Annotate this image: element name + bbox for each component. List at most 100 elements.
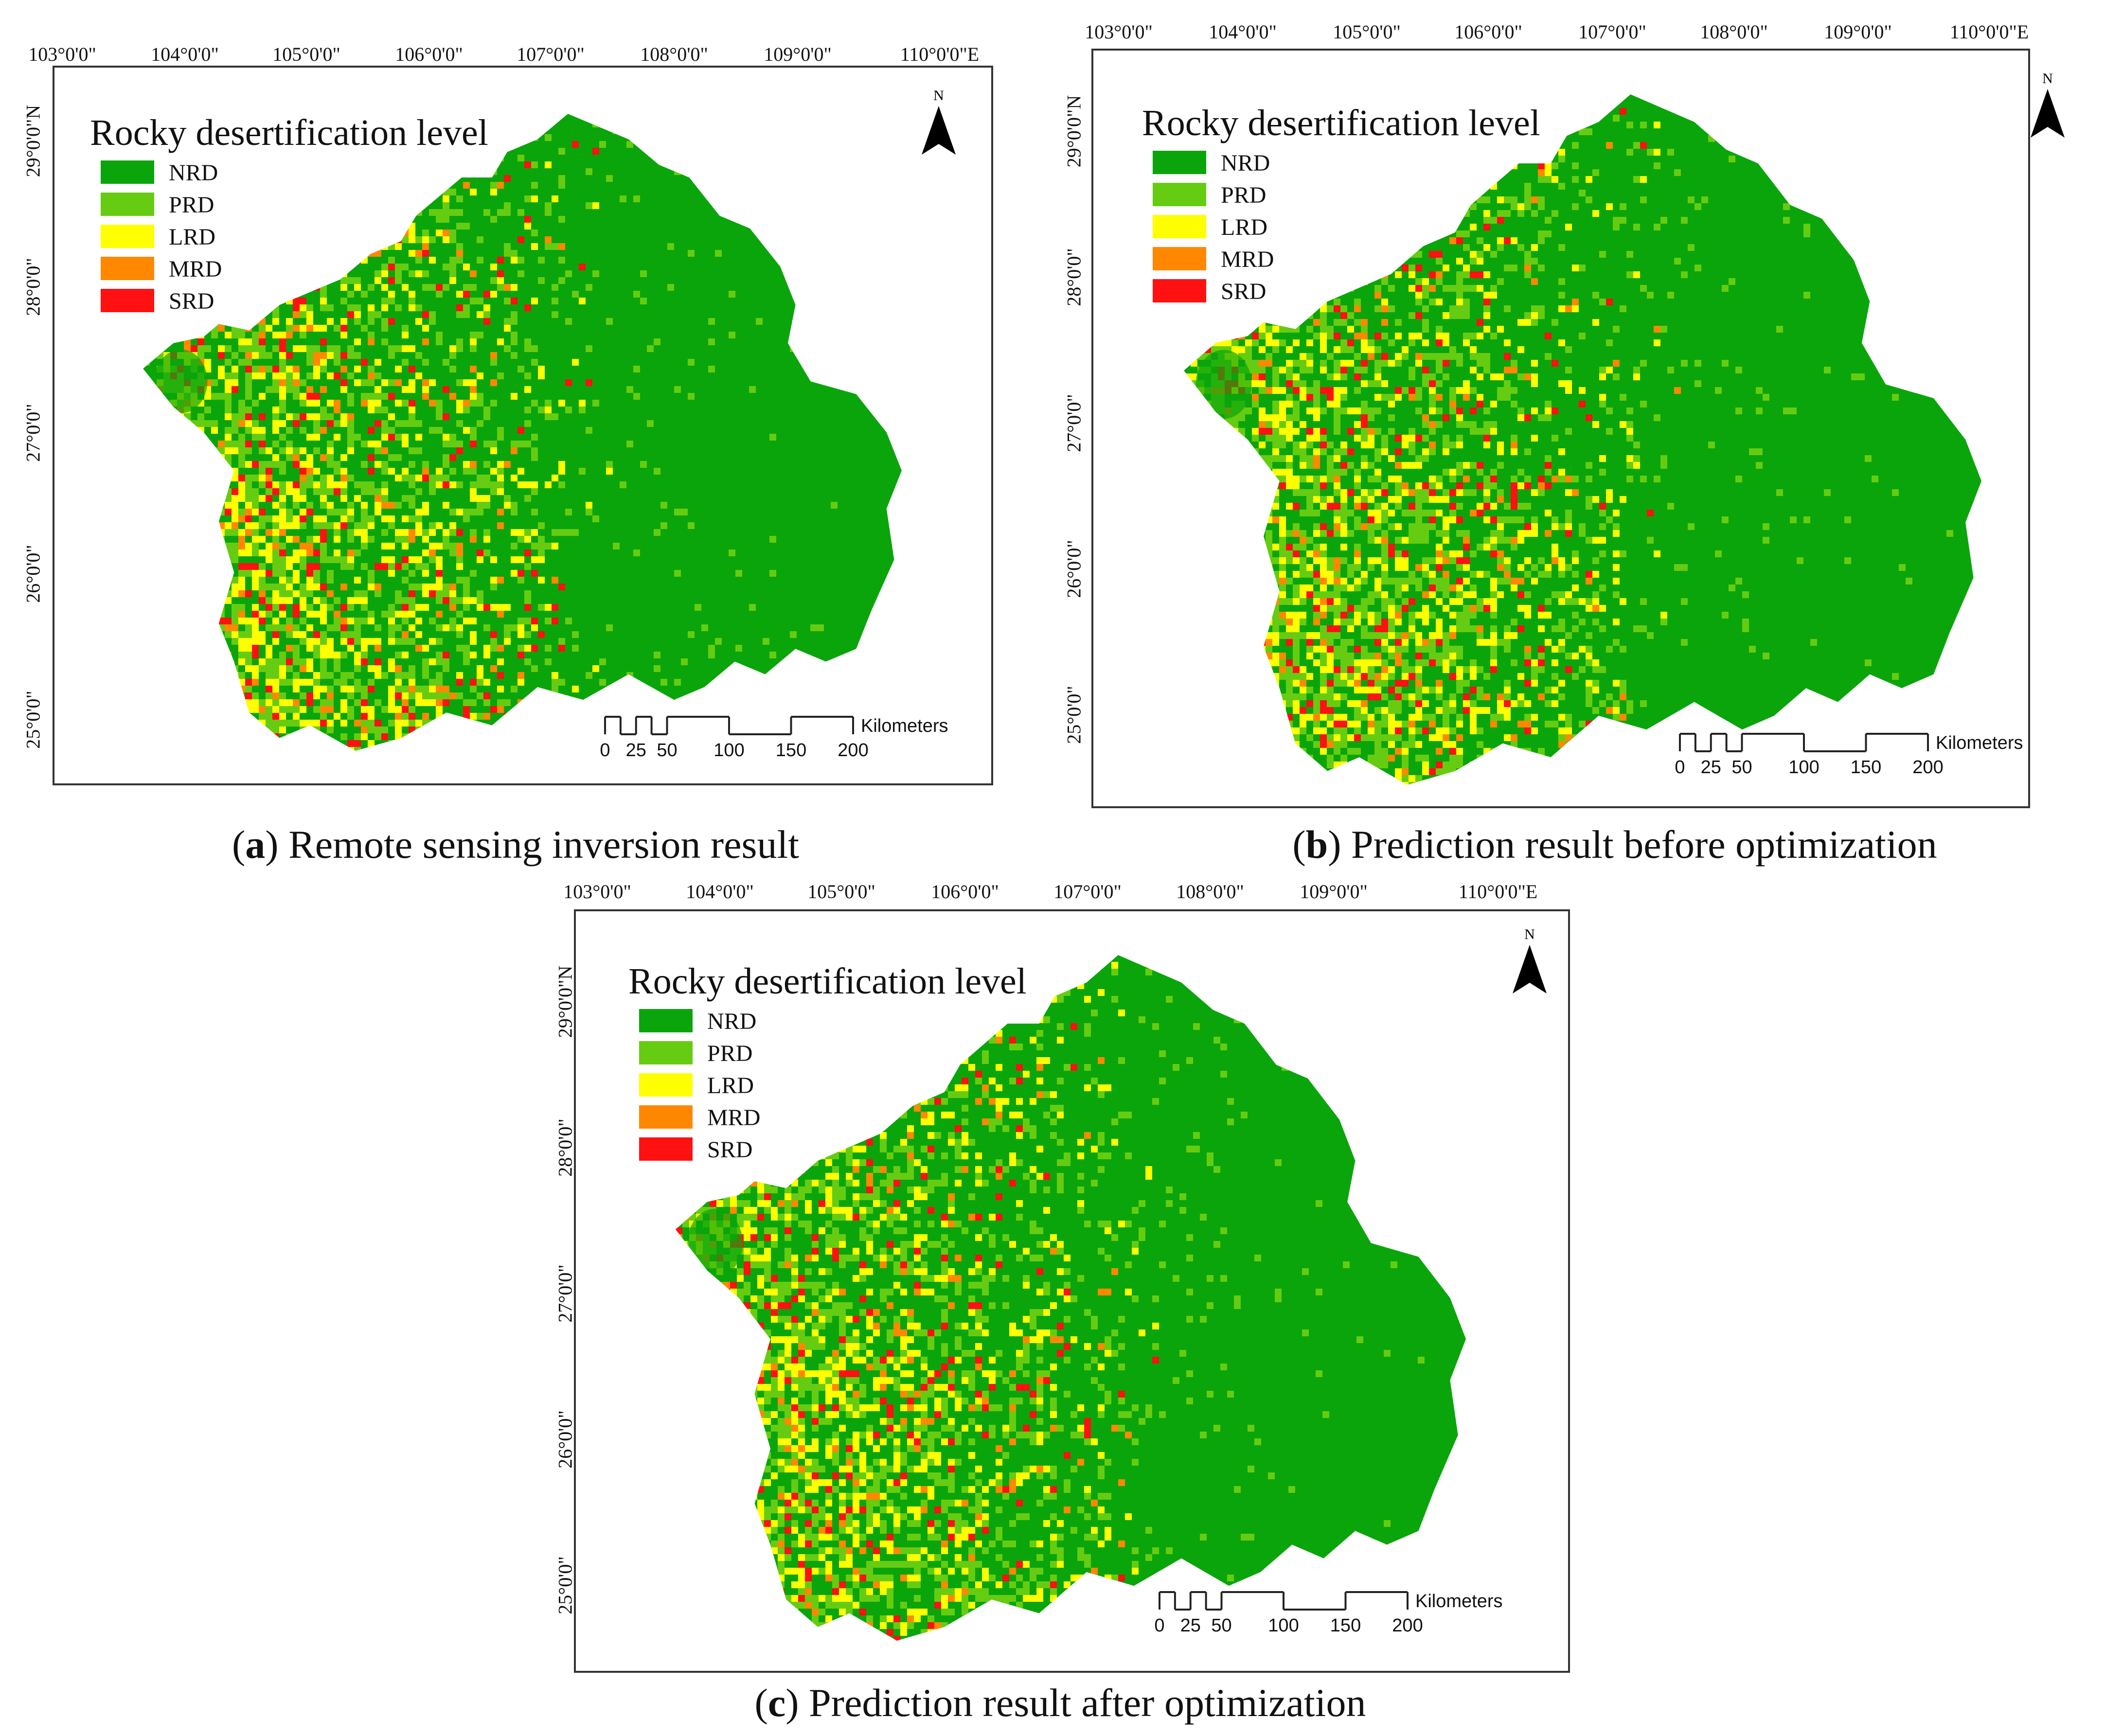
- latitude-label-b: 29°0'0"N: [1063, 95, 1085, 168]
- map-canvas-a: [143, 114, 902, 751]
- latitude-label-a: 28°0'0": [22, 258, 44, 316]
- scale-tick-label: 150: [1850, 757, 1882, 778]
- legend-swatch-prd: [101, 193, 154, 216]
- legend-label: MRD: [707, 1105, 761, 1131]
- map-canvas-b: [1184, 94, 1981, 785]
- north-arrow-icon: N: [922, 88, 956, 160]
- north-letter: N: [933, 88, 944, 104]
- longitude-label-c: 109°0'0": [1300, 881, 1368, 903]
- legend-swatch-nrd: [1153, 151, 1206, 174]
- legend-label: MRD: [169, 256, 222, 282]
- legend-title: Rocky desertification level: [90, 112, 488, 153]
- scale-tick-label: 25: [625, 740, 646, 761]
- legend-swatch-srd: [101, 289, 154, 312]
- longitude-label-a: 107°0'0": [517, 43, 585, 65]
- longitude-label-a: 110°0'0"E: [900, 43, 980, 65]
- scale-tick-label: 100: [1788, 757, 1820, 778]
- latitude-label-c: 29°0'0"N: [554, 965, 576, 1038]
- latitude-label-b: 25°0'0": [1063, 686, 1085, 744]
- latitude-label-c: 26°0'0": [554, 1410, 576, 1469]
- caption-b: (b) Prediction result before optimizatio…: [1292, 822, 1937, 867]
- scale-bar-shape: [604, 716, 854, 735]
- longitude-label-a: 104°0'0": [151, 43, 219, 65]
- scale-bar-shape: [1679, 733, 1929, 752]
- legend-label: NRD: [169, 160, 218, 186]
- longitude-label-c: 106°0'0": [931, 881, 999, 903]
- latitude-label-a: 25°0'0": [22, 691, 44, 749]
- legend-label: LRD: [707, 1073, 754, 1098]
- legend-label: SRD: [707, 1137, 753, 1163]
- scale-unit-label: Kilometers: [861, 716, 948, 736]
- latitude-label-b: 26°0'0": [1063, 540, 1085, 598]
- north-arrow-shape: [1513, 945, 1547, 993]
- longitude-label-b: 106°0'0": [1454, 21, 1522, 43]
- scale-tick-label: 100: [1268, 1615, 1299, 1636]
- map-frame-a: [53, 66, 993, 785]
- longitude-label-a: 105°0'0": [272, 43, 340, 65]
- scale-unit-label: Kilometers: [1415, 1591, 1503, 1612]
- legend-title: Rocky desertification level: [628, 961, 1027, 1002]
- latitude-label-c: 27°0'0": [554, 1264, 576, 1323]
- caption-c-text: Prediction result after optimization: [809, 1681, 1366, 1725]
- longitude-label-c: 108°0'0": [1176, 881, 1244, 903]
- legend-swatch-srd: [1153, 279, 1206, 302]
- longitude-label-b: 105°0'0": [1333, 21, 1401, 43]
- scale-tick-label: 100: [714, 740, 745, 761]
- north-arrow-shape: [2031, 89, 2065, 138]
- caption-b-text: Prediction result before optimization: [1351, 822, 1937, 867]
- latitude-label-c: 28°0'0": [554, 1118, 576, 1177]
- legend-b: Rocky desertification level NRD PRD LRD MRD S…: [1142, 102, 1540, 304]
- scale-tick-label: 50: [657, 740, 678, 761]
- longitude-label-c: 104°0'0": [686, 881, 754, 903]
- scale-unit-label: Kilometers: [1936, 733, 2023, 753]
- scale-tick-label: 0: [1675, 757, 1685, 778]
- legend-label: SRD: [169, 288, 214, 314]
- legend-label: SRD: [1221, 279, 1267, 304]
- latitude-label-a: 26°0'0": [22, 545, 44, 603]
- scale-tick-label: 150: [1330, 1615, 1361, 1636]
- north-letter: N: [1524, 926, 1535, 942]
- legend-swatch-lrd: [639, 1073, 693, 1097]
- longitude-label-b: 104°0'0": [1209, 21, 1277, 43]
- legend-swatch-mrd: [639, 1105, 693, 1129]
- scale-tick-label: 25: [1700, 757, 1721, 778]
- scale-tick-label: 200: [1392, 1615, 1423, 1636]
- longitude-label-c: 105°0'0": [807, 881, 875, 903]
- legend-label: NRD: [1221, 150, 1270, 176]
- scale-tick-label: 200: [838, 740, 869, 761]
- legend-label: MRD: [1221, 247, 1274, 272]
- map-canvas-c: [676, 955, 1466, 1641]
- longitude-label-b: 103°0'0": [1085, 21, 1153, 43]
- map-region-b: [1184, 94, 1981, 785]
- longitude-label-a: 109°0'0": [764, 43, 832, 65]
- legend-label: PRD: [169, 192, 214, 218]
- scale-tick-label: 200: [1912, 757, 1944, 778]
- north-letter: N: [2042, 71, 2053, 87]
- legend-a: Rocky desertification level NRD PRD LRD MRD S…: [90, 112, 488, 314]
- longitude-label-b: 110°0'0"E: [1949, 21, 2029, 43]
- longitude-label-c: 103°0'0": [563, 881, 631, 903]
- scale-tick-label: 50: [1731, 757, 1752, 778]
- caption-c-letter: c: [767, 1681, 786, 1725]
- legend-label: LRD: [169, 224, 215, 250]
- longitude-label-a: 103°0'0": [28, 43, 96, 65]
- longitude-label-a: 106°0'0": [395, 43, 463, 65]
- legend-swatch-nrd: [639, 1009, 693, 1032]
- north-arrow-shape: [922, 106, 956, 155]
- longitude-label-c: 107°0'0": [1053, 881, 1122, 903]
- legend-label: LRD: [1221, 214, 1267, 240]
- longitude-label-b: 107°0'0": [1578, 21, 1646, 43]
- legend-title: Rocky desertification level: [1142, 103, 1540, 143]
- scale-tick-label: 50: [1211, 1615, 1232, 1636]
- latitude-label-b: 27°0'0": [1063, 394, 1085, 452]
- legend-swatch-mrd: [1153, 247, 1206, 270]
- latitude-label-c: 25°0'0": [554, 1556, 576, 1614]
- caption-c: (c) Prediction result after optimization: [754, 1681, 1366, 1725]
- longitude-label-b: 108°0'0": [1700, 21, 1768, 43]
- legend-swatch-lrd: [1153, 215, 1206, 238]
- longitude-label-a: 108°0'0": [640, 43, 708, 65]
- latitude-label-b: 28°0'0": [1063, 248, 1085, 306]
- caption-b-letter: b: [1305, 822, 1328, 867]
- longitude-label-c: 110°0'0"E: [1458, 881, 1538, 903]
- caption-a: (a) Remote sensing inversion result: [232, 822, 800, 867]
